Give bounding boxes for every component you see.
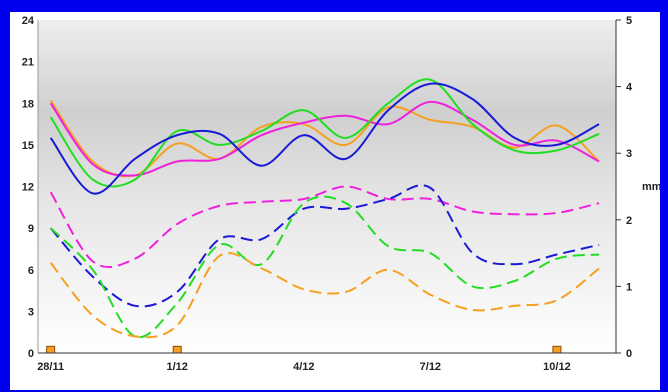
right-tick-label: 0 bbox=[626, 348, 632, 360]
series-line-green-solid bbox=[49, 78, 600, 188]
left-tick-label: 15 bbox=[22, 140, 34, 152]
right-tick-label: 4 bbox=[626, 82, 633, 94]
precipitation-bar bbox=[172, 345, 182, 354]
plot-area bbox=[38, 20, 616, 353]
x-tick-label: 1/12 bbox=[167, 361, 188, 373]
left-tick-label: 3 bbox=[28, 306, 34, 318]
left-tick-label: 24 bbox=[22, 15, 35, 27]
left-tick-label: 9 bbox=[28, 223, 34, 235]
left-tick-label: 6 bbox=[28, 265, 34, 277]
series-line-blue-solid bbox=[49, 82, 600, 195]
left-tick-label: 0 bbox=[28, 348, 34, 360]
x-tick-label: 7/12 bbox=[420, 361, 441, 373]
right-axis-label: mm bbox=[642, 181, 660, 193]
right-tick-label: 3 bbox=[626, 148, 632, 160]
series-line-green-dashed bbox=[49, 195, 600, 339]
precipitation-bar bbox=[552, 345, 562, 354]
x-tick-label: 4/12 bbox=[293, 361, 314, 373]
series-line-orange-dashed bbox=[49, 252, 600, 339]
chart-panel: 0 3 6 9 12 15 18 21 24 0 1 2 3 4 5 28/11 1/12 4/12 7/12 10/… bbox=[10, 12, 660, 390]
series-line-magenta-solid bbox=[49, 100, 600, 177]
left-tick-label: 12 bbox=[22, 182, 34, 194]
x-tick-label: 28/11 bbox=[37, 361, 64, 373]
x-tick-label: 10/12 bbox=[543, 361, 571, 373]
series-line-magenta-dashed bbox=[49, 185, 600, 269]
right-tick-label: 1 bbox=[626, 281, 632, 293]
right-tick-label: 5 bbox=[626, 15, 632, 27]
left-tick-label: 21 bbox=[22, 57, 34, 69]
precipitation-bar bbox=[46, 345, 56, 354]
series-line-blue-dashed bbox=[49, 184, 600, 308]
left-tick-label: 18 bbox=[22, 98, 34, 110]
right-tick-label: 2 bbox=[626, 215, 632, 227]
